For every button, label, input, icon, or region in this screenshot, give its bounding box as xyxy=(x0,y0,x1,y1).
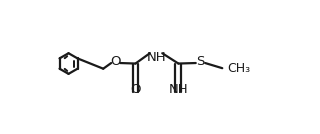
Text: O: O xyxy=(130,83,141,96)
Text: S: S xyxy=(196,55,205,68)
Text: CH₃: CH₃ xyxy=(227,62,250,75)
Text: O: O xyxy=(110,55,121,68)
Text: NH: NH xyxy=(169,83,188,96)
Text: NH: NH xyxy=(146,51,166,64)
